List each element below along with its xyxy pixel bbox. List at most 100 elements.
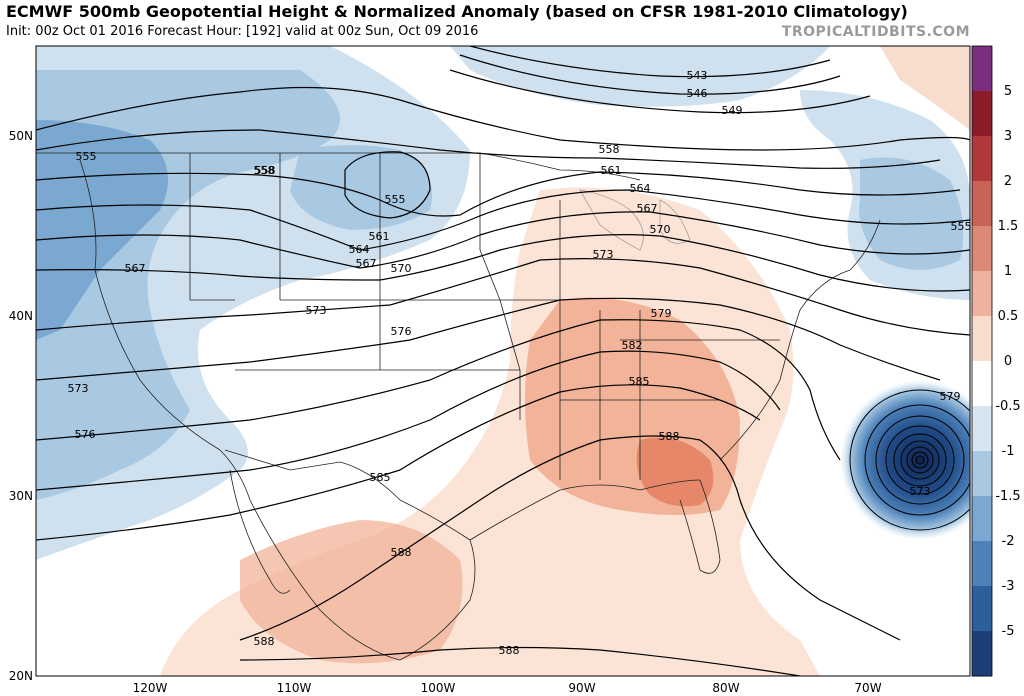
contour-label: 543 [687, 69, 708, 82]
contour-label: 588 [499, 644, 520, 657]
contour-588-south [239, 646, 801, 676]
contour-564 [36, 189, 970, 251]
us-canada-border [36, 152, 641, 181]
colorbar-segment [972, 316, 992, 362]
colorbar-label: 1 [1004, 264, 1012, 279]
contour-closed-low-canada [344, 151, 431, 219]
contour-label: 573 [910, 485, 931, 498]
longitude-label: 70W [854, 681, 881, 695]
colorbar: 5 3 2 1.5 1 0.5 0 -0.5 -1 -1.5 -2 -3 -5 [971, 45, 1021, 677]
negative-anomaly-northwest-strong [36, 120, 168, 340]
longitude-label: 110W [277, 681, 312, 695]
negative-anomaly-canada [290, 145, 432, 230]
colorbar-segment [972, 361, 992, 407]
map-subtitle: Init: 00z Oct 01 2016 Forecast Hour: [19… [6, 24, 479, 39]
contour-label: 573 [593, 248, 614, 261]
latitude-labels: 50N 40N 30N 20N [9, 129, 33, 683]
contour-label: 564 [349, 243, 370, 256]
colorbar-label: -2 [1002, 534, 1015, 549]
contour-570 [36, 234, 970, 292]
contour-588 [239, 435, 901, 641]
colorbar-segment [972, 226, 992, 272]
contour-label: 585 [370, 471, 391, 484]
florida [679, 479, 721, 574]
colorbar-label: -1.5 [995, 489, 1020, 504]
mexico-coast [249, 499, 476, 661]
contour-label: 564 [630, 182, 651, 195]
contour-582 [36, 350, 781, 491]
colorbar-segment [972, 181, 992, 227]
colorbar-label: -5 [1002, 624, 1015, 639]
colorbar-label: 0 [1004, 354, 1012, 369]
colorbar-label: 5 [1004, 84, 1012, 99]
longitude-label: 120W [133, 681, 168, 695]
map-panel: 5435465495555585585615645675705555585615… [36, 46, 971, 676]
map-frame [35, 45, 971, 677]
contour-label: 588 [391, 546, 412, 559]
contour-573 [36, 258, 970, 336]
colorbar-segment [972, 541, 992, 587]
latitude-label: 30N [9, 489, 33, 503]
brand-watermark: TROPICALTIDBITS.COM [781, 24, 970, 40]
latitude-label: 40N [9, 309, 33, 323]
contour-label: 558 [254, 164, 275, 177]
longitude-labels: 120W 110W 100W 90W 80W 70W [133, 681, 882, 695]
colorbar-segment [972, 271, 992, 317]
positive-anomaly-southeast-strong [636, 437, 714, 507]
longitude-label: 90W [568, 681, 595, 695]
longitude-label: 80W [712, 681, 739, 695]
east-coast [719, 219, 881, 461]
contour-label: 546 [687, 87, 708, 100]
contour-label: 570 [391, 262, 412, 275]
colorbar-segment [972, 91, 992, 137]
colorbar-segment [972, 136, 992, 182]
contour-label: 555 [385, 193, 406, 206]
colorbar-segment [972, 46, 992, 92]
positive-anomaly-mexico [240, 520, 463, 664]
contour-561 [36, 171, 961, 217]
contour-579 [36, 319, 841, 461]
colorbar-frame [971, 45, 993, 677]
contour-555-north [36, 86, 970, 151]
colorbar-label: -3 [1002, 579, 1015, 594]
hurricane-contours [849, 389, 970, 531]
contour-label: 558 [599, 143, 620, 156]
colorbar-label: -1 [1002, 444, 1015, 459]
west-coast [79, 159, 251, 501]
negative-anomaly-northeast-mid [859, 157, 964, 270]
contour-558-north [36, 129, 941, 169]
us-mexico-border [224, 449, 471, 541]
colorbar-segment [972, 451, 992, 497]
colorbar-segment [972, 496, 992, 542]
colorbar-segment [972, 631, 992, 677]
colorbar-segment [972, 586, 992, 632]
longitude-label: 100W [421, 681, 456, 695]
contour-label: 567 [125, 262, 146, 275]
contour-label: 579 [940, 390, 961, 403]
contour-549 [449, 69, 871, 114]
political-boundaries [36, 152, 881, 661]
contour-labels: 5435465495555585585615645675705555585615… [68, 69, 971, 657]
contour-label: 573 [306, 304, 327, 317]
latitude-label: 50N [9, 129, 33, 143]
contour-543 [469, 46, 831, 78]
colorbar-segment [972, 406, 992, 452]
contour-label: 585 [629, 375, 650, 388]
contour-label: 558 [255, 164, 276, 177]
contour-label: 561 [601, 164, 622, 177]
map-title: ECMWF 500mb Geopotential Height & Normal… [6, 2, 908, 21]
baja [229, 469, 291, 594]
contour-label: 588 [659, 430, 680, 443]
contour-label: 588 [254, 635, 275, 648]
latitude-label: 20N [9, 669, 33, 683]
contour-label: 567 [356, 257, 377, 270]
contour-label: 567 [637, 202, 658, 215]
colorbar-label: 3 [1004, 129, 1012, 144]
contour-576 [36, 297, 941, 381]
colorbar-label: 2 [1004, 174, 1012, 189]
contour-label: 579 [651, 307, 672, 320]
height-contours [36, 46, 970, 676]
contour-label: 582 [622, 339, 643, 352]
gulf-coast [469, 479, 701, 541]
